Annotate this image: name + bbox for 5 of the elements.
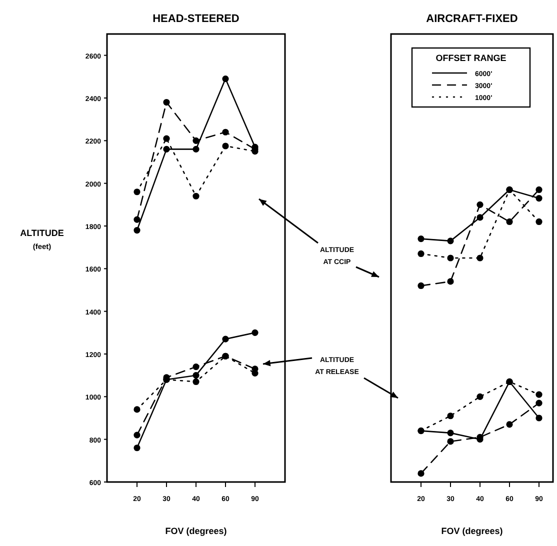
chart-title: AIRCRAFT-FIXED [426, 13, 518, 25]
x-axis-title: FOV (degrees) [165, 526, 227, 536]
chart-title: HEAD-STEERED [152, 13, 240, 25]
legend-title: OFFSET RANGE [436, 53, 506, 63]
x-axis-title: FOV (degrees) [441, 526, 503, 536]
